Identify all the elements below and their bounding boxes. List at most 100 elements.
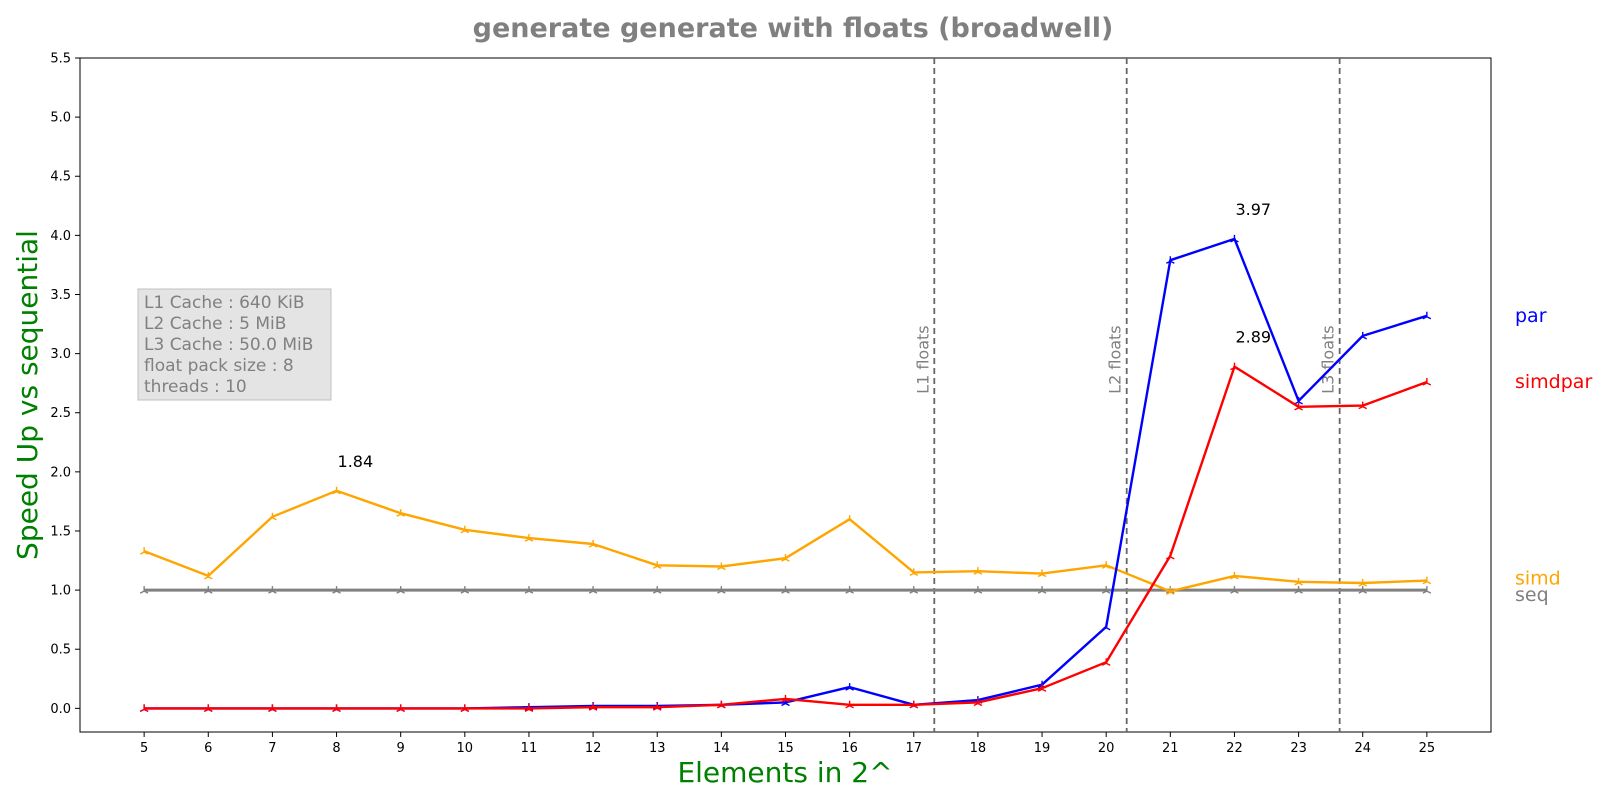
- data-point-seq: [268, 586, 277, 594]
- data-point-par: [1166, 256, 1175, 264]
- y-axis-label: Speed Up vs sequential: [11, 230, 44, 560]
- data-point-seq: [781, 586, 790, 594]
- data-point-seq: [524, 586, 534, 594]
- data-point-simd: [396, 509, 405, 517]
- data-point-seq: [973, 586, 983, 594]
- data-point-seq: [1230, 586, 1239, 594]
- data-point-simdpar: [1422, 377, 1432, 386]
- y-tick-label: 1.5: [50, 524, 71, 539]
- cache-lines: L1 floats L2 floats L3 floats: [913, 58, 1341, 732]
- data-point-par: [1358, 331, 1368, 340]
- y-tick-label: 4.0: [50, 229, 71, 244]
- data-point-simdpar: [588, 703, 598, 711]
- series-label-simdpar: simdpar: [1515, 371, 1592, 393]
- annotations: 1.84 3.97 2.89: [338, 200, 1272, 471]
- info-box-line: L3 Cache : 50.0 MiB: [144, 335, 313, 355]
- data-point-simd: [1294, 577, 1303, 586]
- data-point-simd: [1037, 569, 1047, 578]
- x-axis-label: Elements in 2^: [677, 756, 892, 789]
- series-label-seq: seq: [1515, 584, 1549, 606]
- x-tick-label: 20: [1098, 741, 1115, 756]
- info-box-line: float pack size : 8: [144, 356, 294, 376]
- data-point-simd: [1230, 571, 1239, 580]
- data-point-seq: [1422, 586, 1432, 594]
- data-point-seq: [845, 586, 854, 594]
- y-tick-label: 0.0: [50, 702, 71, 717]
- data-point-seq: [1037, 586, 1047, 594]
- x-tick-label: 13: [649, 741, 666, 756]
- data-point-simd: [973, 567, 983, 575]
- peak-annotation: 1.84: [338, 452, 374, 471]
- y-tick-label: 1.0: [50, 584, 71, 599]
- data-point-seq: [1294, 586, 1303, 594]
- series-layer: [139, 234, 1432, 712]
- data-point-simdpar: [396, 704, 405, 712]
- x-tick-label: 22: [1226, 741, 1243, 756]
- x-tick-label: 8: [332, 741, 340, 756]
- info-box: L1 Cache : 640 KiB L2 Cache : 5 MiB L3 C…: [137, 288, 332, 401]
- cache-line-label: L3 floats: [1319, 325, 1338, 393]
- data-point-simdpar: [1358, 401, 1368, 410]
- data-point-simd: [845, 515, 854, 523]
- x-tick-label: 16: [841, 741, 858, 756]
- data-point-seq: [460, 586, 470, 594]
- y-tick-label: 2.0: [50, 465, 71, 480]
- info-box-line: L1 Cache : 640 KiB: [144, 293, 304, 313]
- info-box-line: L2 Cache : 5 MiB: [144, 314, 286, 334]
- x-tick-label: 19: [1034, 741, 1051, 756]
- peak-annotation: 3.97: [1235, 200, 1271, 219]
- data-point-simd: [1422, 576, 1432, 585]
- data-point-seq: [203, 586, 213, 594]
- data-point-simd: [524, 534, 534, 542]
- data-point-simdpar: [717, 700, 726, 709]
- series-line-par: [144, 237, 1428, 710]
- data-point-simdpar: [973, 698, 983, 707]
- data-point-simd: [781, 554, 790, 562]
- data-point-seq: [652, 586, 662, 594]
- x-tick-label: 21: [1162, 741, 1179, 756]
- x-tick-label: 5: [140, 741, 148, 756]
- info-box-background: [137, 288, 332, 401]
- data-point-simdpar: [1230, 362, 1239, 371]
- data-point-simd: [909, 568, 919, 576]
- data-point-simdpar: [1294, 402, 1303, 411]
- data-point-simd: [268, 512, 277, 521]
- x-tick-label: 17: [905, 741, 922, 756]
- y-tick-label: 5.5: [50, 52, 71, 67]
- data-point-simdpar: [1037, 684, 1047, 692]
- x-tick-label: 14: [713, 741, 730, 756]
- data-point-simd: [203, 571, 213, 580]
- series-line-simdpar: [144, 365, 1428, 710]
- cache-line-label: L2 floats: [1106, 325, 1125, 393]
- x-tick-label: 12: [585, 741, 602, 756]
- data-point-seq: [909, 586, 919, 594]
- data-point-simdpar: [524, 704, 534, 712]
- x-tick-label: 6: [204, 741, 212, 756]
- x-tick-label: 15: [777, 741, 794, 756]
- info-box-line: threads : 10: [144, 377, 247, 397]
- data-point-par: [1230, 234, 1239, 243]
- x-tick-label: 23: [1290, 741, 1307, 756]
- x-tick-label: 9: [397, 741, 405, 756]
- data-point-seq: [588, 586, 598, 594]
- y-tick-label: 4.5: [50, 170, 71, 185]
- data-point-simd: [1166, 587, 1175, 595]
- data-point-seq: [1358, 586, 1368, 594]
- y-tick-label: 3.0: [50, 347, 71, 362]
- x-axis: 5 6 7 8 9 10 11 12 13 14 15 16 17 18 19 20 21 22 23 24 25: [140, 732, 1435, 756]
- data-point-seq: [139, 586, 149, 594]
- series-label-par: par: [1515, 305, 1547, 327]
- data-point-simd: [717, 562, 726, 571]
- data-point-simd: [652, 561, 662, 569]
- data-point-simd: [139, 547, 149, 555]
- y-tick-label: 3.5: [50, 288, 71, 303]
- series-label-simd: simd: [1515, 568, 1561, 590]
- data-point-seq: [396, 586, 405, 594]
- chart-title: generate generate with floats (broadwell…: [473, 13, 1114, 44]
- data-point-simd: [1101, 561, 1111, 569]
- data-point-par: [1422, 311, 1432, 320]
- data-point-simd: [588, 539, 598, 548]
- data-point-seq: [1101, 586, 1111, 594]
